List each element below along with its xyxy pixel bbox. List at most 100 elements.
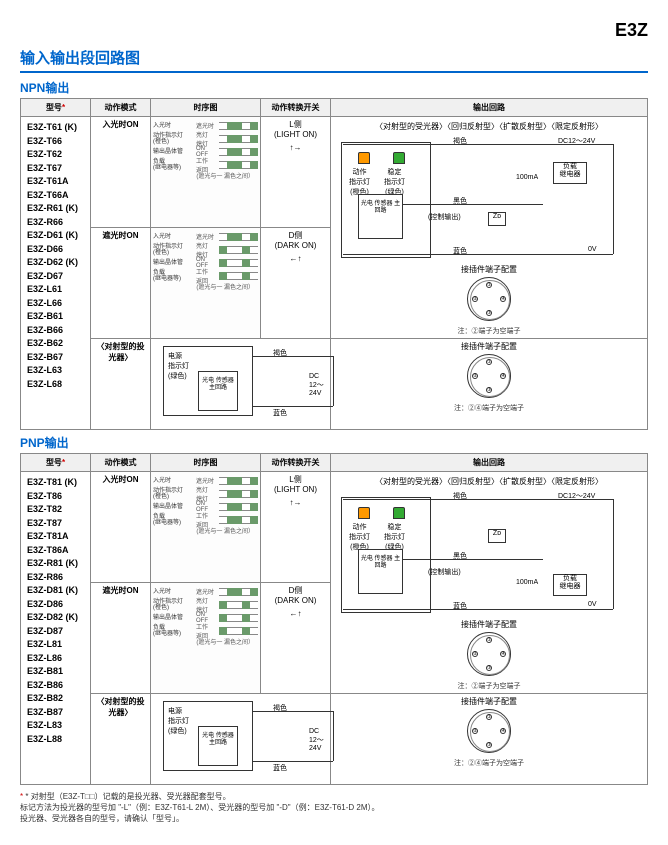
emitter-main-box: 光电 传感器 主回路	[198, 371, 238, 411]
control-out: (控制输出)	[428, 567, 461, 577]
black-wire: 黑色	[453, 196, 467, 206]
th-switch: 动作转换开关	[261, 454, 331, 472]
arrow-icon: ↑→	[263, 498, 328, 507]
cell-output-circuit: 〈对射型的受光器〉〈回归反射型〉〈扩散反射型〉〈限定反射形〉 动作 指示灯 (橙…	[331, 472, 648, 694]
timing-label: 入光时	[153, 123, 193, 129]
brown-wire: 褐色	[453, 136, 467, 146]
connector-block: 接插件端子配置 ① ② ④ ③ 注：②端子为空端子	[333, 264, 645, 336]
cell-emitter-circuit: 电源 指示灯 (绿色) 光电 传感器 主回路 褐色 蓝色 DC 12～24V	[151, 339, 331, 430]
cell-switch-L: L侧 (LIGHT ON) ↑→	[261, 472, 331, 583]
switch-D-en: (DARK ON)	[275, 241, 317, 250]
timing-row: 动作指示灯 (橙色)亮灯熄灯	[153, 598, 258, 611]
footnote-l1: * 对射型（E3Z-T□□）记载的是投光器、受光器配套型号。	[25, 792, 230, 801]
connector-note: 注：②④端子为空端子	[333, 403, 645, 413]
load-box: 负载 继电器	[553, 574, 587, 596]
section-heading-pnp: PNP输出	[20, 434, 648, 451]
connector-note: 注：②④端子为空端子	[333, 758, 645, 768]
switch-D-label: D侧	[289, 586, 303, 595]
cell-emitter-conn: 接插件端子配置 ① ② ④ ③ 注：②④端子为空端子	[331, 339, 648, 430]
page-code: E3Z	[20, 20, 648, 41]
connector-caption: 接插件端子配置	[333, 341, 645, 352]
timing-label: 输出晶体管	[153, 149, 193, 155]
zd-box: Zᴅ	[488, 529, 506, 543]
circuit-title: 〈对射型的受光器〉〈回归反射型〉〈扩散反射型〉〈限定反射形〉	[333, 121, 645, 132]
th-model: 型号*	[21, 99, 91, 117]
table-row: 〈对射型的投光器〉 电源 指示灯 (绿色) 光电 传感器 主回路 褐色 蓝色 D…	[21, 694, 648, 785]
th-circuit: 输出回路	[331, 454, 648, 472]
switch-L-en: (LIGHT ON)	[274, 130, 317, 139]
brown-wire: 褐色	[273, 348, 287, 358]
t: 工作	[196, 514, 208, 520]
table-row: 〈对射型的投光器〉 电源 指示灯 (绿色) 光电 传感器 主回路 褐色 蓝色 D…	[21, 339, 648, 430]
cell-mode-dark: 遮光时ON	[91, 228, 151, 339]
switch-D-label: D侧	[289, 231, 303, 240]
timing-row: 负载 (继电器等)工作返回	[153, 269, 258, 282]
th-switch: 动作转换开关	[261, 99, 331, 117]
switch-D-en: (DARK ON)	[275, 596, 317, 605]
table-header-row: 型号* 动作模式 时序图 动作转换开关 输出回路	[21, 99, 648, 117]
connector-icon: ① ② ④ ③	[467, 632, 511, 676]
th-accent: *	[62, 458, 65, 467]
model-list: E3Z-T61 (K) E3Z-T66 E3Z-T62 E3Z-T67 E3Z-…	[23, 119, 88, 393]
timing-label: 入光时	[153, 589, 193, 595]
cell-mode-emitter: 〈对射型的投光器〉	[91, 694, 151, 785]
connector-icon: ① ② ④ ③	[467, 709, 511, 753]
cell-timing-light: 入光时遮光时 动作指示灯 (橙色)亮灯熄灯 输出晶体管ONOFF 负载 (继电器…	[151, 472, 261, 583]
timing-label: 动作指示灯 (橙色)	[153, 244, 193, 256]
brown-wire: 褐色	[273, 703, 287, 713]
blue-wire: 蓝色	[453, 246, 467, 256]
npn-table: 型号* 动作模式 时序图 动作转换开关 输出回路 E3Z-T61 (K) E3Z…	[20, 98, 648, 430]
timing-label: 输出晶体管	[153, 504, 193, 510]
table-row: E3Z-T61 (K) E3Z-T66 E3Z-T62 E3Z-T67 E3Z-…	[21, 117, 648, 228]
th-model-text: 型号	[46, 458, 62, 467]
th-timing: 时序图	[151, 454, 261, 472]
model-list: E3Z-T81 (K) E3Z-T86 E3Z-T82 E3Z-T87 E3Z-…	[23, 474, 88, 748]
dc-label: DC 12～24V	[309, 728, 328, 752]
cell-mode-emitter: 〈对射型的投光器〉	[91, 339, 151, 430]
th-timing: 时序图	[151, 99, 261, 117]
arrow-icon: ↑→	[263, 143, 328, 152]
t: 亮灯	[196, 599, 208, 605]
cell-timing-light: 入光时遮光时 动作指示灯 (橙色)亮灯熄灯 输出晶体管ONOFF 负载 (继电器…	[151, 117, 261, 228]
connector-block: 接插件端子配置 ① ② ④ ③ 注：②④端子为空端子	[333, 341, 645, 413]
th-mode: 动作模式	[91, 454, 151, 472]
switch-L-en: (LIGHT ON)	[274, 485, 317, 494]
connector-caption: 接插件端子配置	[333, 264, 645, 275]
cell-switch-L: L侧 (LIGHT ON) ↑→	[261, 117, 331, 228]
table-header-row: 型号* 动作模式 时序图 动作转换开关 输出回路	[21, 454, 648, 472]
footnote-l3: 投光器、受光器各自的型号，请确认「型号」。	[20, 814, 184, 823]
timing-label: 入光时	[153, 478, 193, 484]
output-circuit: 动作 指示灯 (橙色) 稳定 指示灯 (绿色) 光电 传感器 主回路 黑色 (控…	[333, 489, 645, 619]
cell-switch-D: D侧 (DARK ON) ←↑	[261, 228, 331, 339]
timing-footer: (遮光与一 漏色之间）	[153, 526, 258, 535]
footnote-l2: 标记方法为投光器的型号加 "-L"（例：E3Z-T61-L 2M）、受光器的型号…	[20, 803, 380, 812]
cell-timing-dark: 入光时遮光时 动作指示灯 (橙色)亮灯熄灯 输出晶体管ONOFF 负载 (继电器…	[151, 583, 261, 694]
timing-label: 负载 (继电器等)	[153, 270, 193, 282]
timing-label: 负载 (继电器等)	[153, 514, 193, 526]
table-row: E3Z-T81 (K) E3Z-T86 E3Z-T82 E3Z-T87 E3Z-…	[21, 472, 648, 583]
brown-wire: 褐色	[453, 491, 467, 501]
emitter-circuit: 电源 指示灯 (绿色) 光电 传感器 主回路 褐色 蓝色 DC 12～24V	[153, 696, 328, 782]
timing-label: 动作指示灯 (橙色)	[153, 488, 193, 500]
timing-row: 负载 (继电器等)工作返回	[153, 513, 258, 526]
th-accent: *	[62, 103, 65, 112]
circuit-title: 〈对射型的受光器〉〈回归反射型〉〈扩散反射型〉〈限定反射形〉	[333, 476, 645, 487]
t: 工作	[196, 159, 208, 165]
power-ind-label: 电源 指示灯 (绿色)	[168, 706, 189, 736]
t: 亮灯	[196, 244, 208, 250]
timing-row: 动作指示灯 (橙色)亮灯熄灯	[153, 132, 258, 145]
cell-emitter-circuit: 电源 指示灯 (绿色) 光电 传感器 主回路 褐色 蓝色 DC 12～24V	[151, 694, 331, 785]
timing-row: 负载 (继电器等)工作返回	[153, 624, 258, 637]
timing-footer: (遮光与一 漏色之间）	[153, 282, 258, 291]
blue-wire: 蓝色	[453, 601, 467, 611]
timing-row: 动作指示灯 (橙色)亮灯熄灯	[153, 243, 258, 256]
connector-icon: ① ② ④ ③	[467, 277, 511, 321]
switch-L-label: L侧	[289, 475, 301, 484]
t: 工作	[196, 625, 208, 631]
output-circuit: 动作 指示灯 (橙色) 稳定 指示灯 (绿色) 光电 传感器 主回路 黑色 (控…	[333, 134, 645, 264]
cell-mode-light: 入光时ON	[91, 472, 151, 583]
timing-label: 动作指示灯 (橙色)	[153, 599, 193, 611]
black-wire: 黑色	[453, 551, 467, 561]
t: 亮灯	[196, 488, 208, 494]
control-out: (控制输出)	[428, 212, 461, 222]
